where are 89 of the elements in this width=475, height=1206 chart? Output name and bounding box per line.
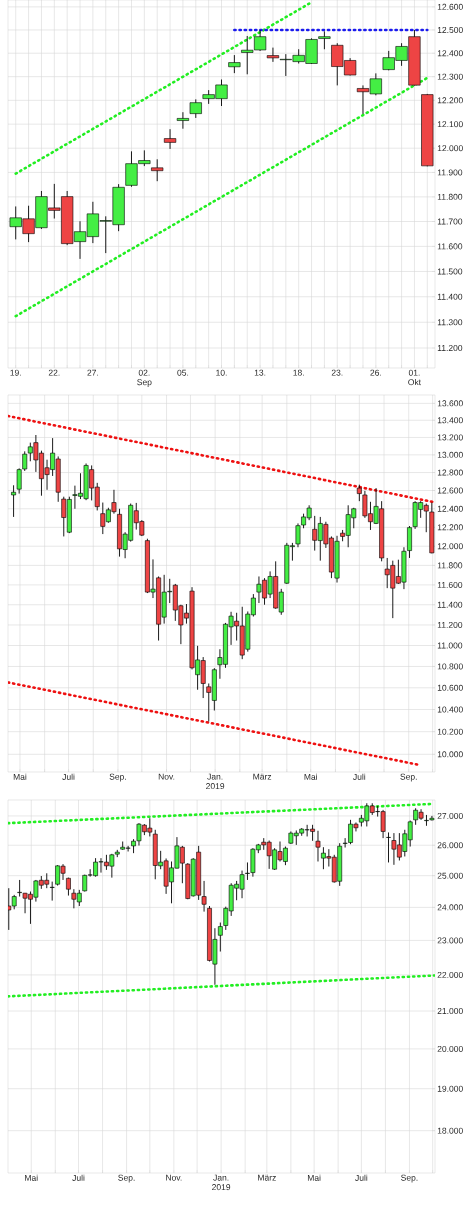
y-tick-label: 13.400 [437, 417, 463, 424]
candlestick [151, 158, 164, 182]
x-tick-label: 10. [216, 369, 227, 376]
x-tick-label: Juli [353, 773, 366, 780]
x-tick-label: Juli [355, 1174, 368, 1181]
y-tick-label: 12.800 [437, 469, 463, 476]
y-tick-label: 10.400 [437, 706, 463, 713]
y-tick-label: 13.600 [437, 400, 463, 407]
y-tick-label: 12.400 [437, 505, 463, 512]
candlestick [217, 922, 223, 952]
y-tick-label: 12.500 [437, 26, 463, 33]
x-tick-label: Nov. [158, 773, 175, 780]
x-tick-label: 26. [370, 369, 381, 376]
y-tick-label: 11.800 [437, 562, 463, 569]
y-tick-label: 11.600 [437, 243, 463, 250]
y-tick-label: 11.400 [437, 293, 463, 300]
x-tick-label: 23. [331, 369, 343, 376]
y-tick-label: 11.700 [437, 218, 463, 225]
x-tick-label: 05. [177, 369, 189, 376]
candlestick [407, 525, 412, 559]
y-tick-label: 26.000 [437, 842, 463, 849]
y-tick-label: 27.000 [437, 812, 463, 819]
x-tick-label: 19. [10, 369, 21, 376]
x-tick-label: Mai [304, 773, 317, 780]
y-tick-label: 23.000 [437, 937, 463, 944]
x-tick-label: 02. Sep [137, 369, 152, 387]
y-tick-label: 11.200 [437, 621, 463, 628]
candlestick [318, 30, 331, 50]
y-tick-label: 11.500 [437, 268, 463, 275]
candlestick [315, 830, 321, 862]
x-tick-label: 01. Okt [408, 369, 421, 386]
y-tick-label: 11.300 [437, 319, 463, 326]
x-tick-label: Nov. [166, 1174, 182, 1181]
x-tick-label: Juli [72, 1174, 85, 1181]
y-tick-label: 12.600 [437, 487, 463, 494]
y-tick-label: 25.000 [437, 872, 463, 879]
x-tick-label: 22. [48, 369, 60, 376]
candlestick [245, 862, 250, 881]
y-tick-label: 20.000 [437, 1045, 463, 1052]
y-tick-label: 12.000 [437, 543, 463, 550]
y-tick-label: 10.200 [437, 728, 463, 735]
y-tick-label: 13.000 [437, 451, 463, 458]
candlestick [266, 47, 280, 63]
y-tick-label: 19.000 [437, 1085, 463, 1092]
candlestick [176, 111, 190, 130]
y-tick-label: 12.600 [437, 3, 463, 10]
x-tick-label: Sep. [400, 773, 417, 782]
x-tick-label: Sep. [118, 1174, 135, 1183]
y-tick-label: 11.900 [437, 169, 463, 176]
candlestick [189, 98, 202, 119]
x-tick-label: März [253, 773, 272, 780]
x-tick-label: Jan. 2019 [212, 1174, 231, 1191]
y-tick-label: 18.000 [437, 1127, 463, 1134]
x-tick-label: Juli [62, 773, 75, 780]
x-tick-label: Mai [13, 773, 27, 780]
candlestick [201, 880, 207, 913]
x-tick-label: 18. [293, 369, 304, 376]
x-tick-label: Sep. [109, 773, 126, 782]
y-tick-label: 10.600 [437, 684, 463, 691]
candlestick [386, 831, 391, 863]
candlestick [228, 54, 241, 74]
y-tick-label: 12.200 [437, 97, 463, 104]
y-tick-label: 11.200 [437, 345, 463, 352]
x-tick-label: Mai [307, 1174, 321, 1181]
y-tick-label: 10.000 [437, 751, 463, 758]
y-tick-label: 13.200 [437, 434, 463, 441]
candlestick [49, 881, 55, 902]
y-tick-label: 10.800 [437, 663, 463, 670]
y-tick-label: 12.100 [437, 121, 463, 128]
y-tick-label: 12.000 [437, 145, 463, 152]
x-tick-label: 27. [87, 369, 99, 376]
y-tick-label: 22.000 [437, 971, 463, 978]
x-tick-label: Sep. [401, 1174, 418, 1183]
y-tick-label: 24.000 [437, 904, 463, 911]
candlestick [163, 128, 177, 150]
y-tick-label: 11.400 [437, 601, 463, 608]
x-tick-label: Jan. 2019 [206, 773, 225, 790]
x-tick-label: März [258, 1174, 276, 1181]
y-tick-label: 12.300 [437, 73, 463, 80]
y-tick-label: 12.200 [437, 524, 463, 531]
x-tick-label: Mai [25, 1174, 38, 1181]
y-tick-label: 21.000 [437, 1008, 463, 1015]
y-tick-label: 11.800 [437, 193, 463, 200]
candlestick [11, 484, 16, 518]
candlestick [17, 879, 22, 897]
y-tick-label: 12.400 [437, 50, 463, 57]
y-tick-label: 11.600 [437, 581, 463, 588]
y-tick-label: 11.000 [437, 642, 463, 649]
x-tick-label: 13. [254, 369, 266, 376]
